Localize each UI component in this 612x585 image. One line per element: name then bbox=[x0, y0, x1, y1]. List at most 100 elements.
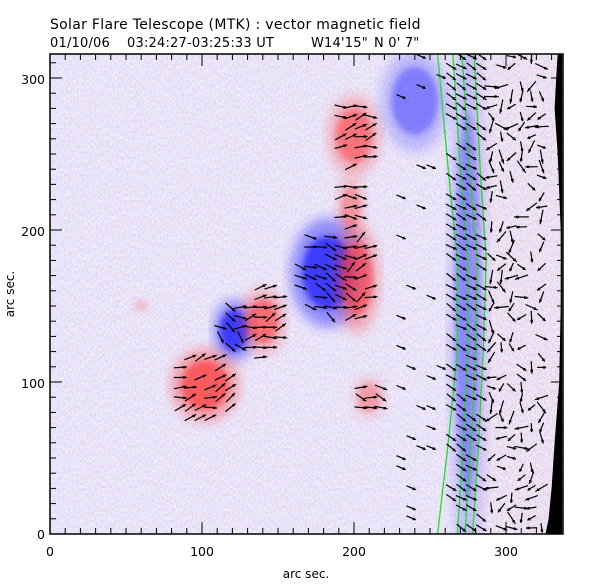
field-vector bbox=[204, 384, 217, 391]
field-vector bbox=[225, 321, 236, 333]
field-vector bbox=[274, 295, 288, 299]
field-vector bbox=[465, 294, 478, 301]
field-vector bbox=[530, 423, 533, 433]
field-vector bbox=[475, 393, 487, 402]
field-vector bbox=[498, 400, 505, 415]
field-vector bbox=[476, 122, 487, 131]
field-vector bbox=[304, 265, 318, 269]
field-vector bbox=[194, 352, 206, 362]
field-vector bbox=[527, 182, 536, 191]
field-vector bbox=[224, 383, 237, 392]
field-vector bbox=[455, 93, 467, 100]
field-vector bbox=[455, 313, 467, 321]
field-vector bbox=[499, 131, 504, 142]
field-vector bbox=[254, 294, 267, 301]
field-vector bbox=[475, 374, 487, 381]
field-vector bbox=[516, 160, 527, 174]
field-vector bbox=[516, 313, 527, 321]
field-vector bbox=[446, 172, 457, 181]
field-vector bbox=[344, 224, 358, 230]
field-vector bbox=[455, 112, 467, 121]
field-vector bbox=[488, 290, 495, 304]
field-vector bbox=[445, 213, 457, 221]
field-vector bbox=[354, 406, 368, 410]
field-vector bbox=[475, 434, 487, 442]
field-vector bbox=[496, 281, 507, 293]
field-vector bbox=[485, 184, 497, 189]
field-vector bbox=[514, 215, 529, 219]
field-vector bbox=[525, 526, 538, 530]
field-vector bbox=[355, 112, 367, 121]
field-vector bbox=[507, 239, 515, 255]
field-vector bbox=[465, 433, 477, 442]
transverse-field-vectors bbox=[173, 54, 549, 533]
field-vector bbox=[225, 402, 236, 413]
field-vector bbox=[325, 242, 337, 252]
field-vector bbox=[495, 426, 508, 429]
field-vector bbox=[204, 395, 218, 399]
field-vector bbox=[446, 333, 457, 342]
field-vector bbox=[537, 312, 547, 322]
field-vector bbox=[445, 152, 457, 161]
field-vector bbox=[484, 413, 498, 423]
field-vector bbox=[537, 144, 546, 149]
field-vector bbox=[204, 354, 217, 360]
field-vector bbox=[475, 102, 487, 111]
field-vector bbox=[525, 443, 538, 452]
field-vector bbox=[506, 55, 517, 59]
field-vector bbox=[426, 374, 437, 380]
limb-noise-zone bbox=[470, 54, 563, 534]
field-vector bbox=[530, 251, 534, 263]
x-tick-label-0: 0 bbox=[46, 544, 54, 559]
field-vector bbox=[455, 324, 468, 331]
field-vector bbox=[527, 134, 537, 140]
field-vector bbox=[345, 313, 357, 322]
field-vector bbox=[396, 234, 406, 240]
field-vector bbox=[495, 194, 508, 199]
field-vector bbox=[225, 392, 236, 403]
field-vector bbox=[535, 333, 548, 341]
field-vector bbox=[456, 273, 467, 282]
field-vector bbox=[374, 384, 388, 391]
field-vector bbox=[465, 364, 477, 371]
field-vector bbox=[325, 272, 337, 282]
field-vector bbox=[264, 335, 278, 339]
field-vector bbox=[354, 274, 368, 281]
field-vector bbox=[335, 273, 347, 282]
field-vector bbox=[496, 231, 507, 243]
field-vector bbox=[446, 363, 457, 372]
field-vector bbox=[530, 54, 533, 64]
field-vector bbox=[416, 164, 427, 170]
field-vector bbox=[530, 310, 533, 324]
field-vector bbox=[539, 149, 544, 164]
field-vector bbox=[475, 484, 488, 491]
field-vector bbox=[495, 494, 507, 501]
field-vector bbox=[416, 204, 427, 210]
field-vector bbox=[214, 324, 227, 330]
field-vector bbox=[445, 113, 457, 121]
field-vector bbox=[354, 244, 368, 250]
field-vector bbox=[344, 235, 358, 239]
field-vector bbox=[476, 212, 487, 222]
field-vector bbox=[446, 443, 457, 452]
field-vector bbox=[354, 315, 368, 320]
field-vector bbox=[334, 144, 348, 150]
field-vector bbox=[426, 164, 437, 170]
field-vector bbox=[314, 263, 328, 271]
field-vector bbox=[455, 142, 467, 151]
field-vector bbox=[334, 293, 348, 301]
field-vector bbox=[436, 73, 447, 79]
field-vector bbox=[535, 483, 549, 493]
field-vector bbox=[446, 92, 457, 101]
field-vector bbox=[465, 333, 477, 342]
field-vector bbox=[476, 513, 487, 523]
field-vector bbox=[500, 342, 503, 353]
field-vector bbox=[455, 173, 467, 181]
field-vector bbox=[426, 405, 437, 411]
field-vector bbox=[538, 291, 545, 304]
field-vector bbox=[485, 104, 498, 109]
plot-frame bbox=[49, 53, 564, 535]
positive-polarity-region bbox=[131, 298, 151, 314]
field-vector bbox=[364, 295, 378, 299]
